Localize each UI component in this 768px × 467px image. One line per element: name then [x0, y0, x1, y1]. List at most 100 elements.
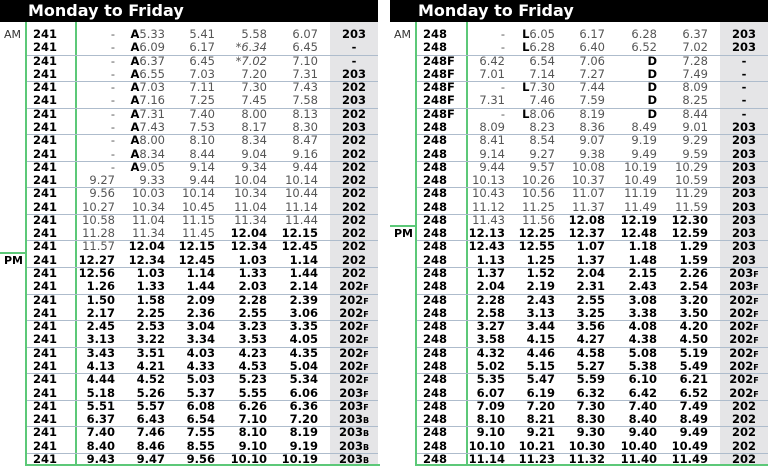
time-cell: 12.25 [518, 226, 555, 241]
row-separator [417, 426, 768, 428]
time-cell: 2.45 [86, 319, 115, 334]
timetable-route-241: Monday to Friday AM PM 241 - A5.33 5.41 5.58… [0, 0, 380, 466]
time-cell: 9.49 [679, 425, 708, 440]
time-cell: 11.56 [522, 212, 555, 227]
connection-route: 203 [731, 239, 756, 254]
number: 203 [729, 279, 754, 294]
time-cell: 9.19 [289, 438, 318, 453]
time-cell: 9.44 [292, 159, 318, 174]
time-cell: D [647, 106, 657, 121]
am-label: AM [4, 28, 22, 41]
route-number: 248 [423, 252, 448, 267]
route-number: 248 [423, 199, 448, 214]
route-number: 241 [33, 398, 58, 413]
time-cell: 5.15 [526, 359, 555, 373]
time-cell: 11.49 [671, 451, 708, 466]
connection-route: 203 [731, 27, 756, 41]
time-cell: 9.43 [86, 451, 115, 466]
table-row: 241 6.37 6.43 6.54 7.10 7.20 203B [0, 413, 380, 426]
table-row: 248 10.10 10.21 10.30 10.40 10.49 202 [390, 438, 768, 453]
time-cell: 5.03 [186, 372, 215, 387]
suffix-letter: F [753, 296, 759, 306]
route-number: 248 [423, 438, 448, 453]
time-cell: D [647, 66, 657, 81]
number: 202 [729, 332, 754, 347]
time-cell: - [110, 133, 115, 148]
route-number: 248F [423, 66, 455, 81]
row-separator [27, 160, 378, 162]
time-cell: 10.26 [522, 173, 555, 188]
table-row: 241 8.40 8.46 8.55 9.10 9.19 203B [0, 438, 380, 453]
time-cell: 6.08 [186, 398, 215, 413]
table-row: 248 11.14 11.23 11.32 11.40 11.49 202 [390, 451, 768, 466]
table-row: 241 9.56 10.03 10.14 10.34 10.44 202 [0, 187, 380, 200]
time-cell: 7.03 [189, 66, 215, 81]
row-separator [417, 373, 768, 375]
row-separator [27, 293, 378, 295]
connection-route: 203F [330, 386, 378, 401]
time-cell: 2.43 [526, 292, 555, 307]
table-row: 241- A6.37 6.45 *7.02 7.10- [0, 53, 380, 68]
time-cell: 4.13 [86, 359, 115, 373]
number: 202 [339, 305, 364, 320]
time-cell: 11.15 [182, 212, 215, 227]
table-row: 241 9.43 9.47 9.56 10.10 10.19 203B [0, 451, 380, 466]
suffix-letter: B [362, 429, 370, 439]
time-cell: 7.46 [136, 425, 165, 440]
time-cell: 6.06 [289, 385, 318, 400]
time-cell: 4.50 [679, 332, 708, 347]
time-cell: 6.28 [631, 27, 657, 41]
time-cell: 5.02 [476, 359, 505, 373]
time-cell: 7.55 [186, 425, 215, 440]
number: 202 [729, 385, 754, 400]
row-separator [417, 213, 768, 215]
number: 202 [729, 305, 754, 320]
time-cell: 11.44 [285, 212, 318, 227]
time-cell: 9.21 [526, 425, 555, 440]
number: 203 [729, 266, 754, 281]
time-cell: 10.59 [675, 173, 708, 188]
time-cell: 4.58 [576, 345, 605, 360]
route-number: 241 [33, 239, 58, 254]
time-cell: 10.10 [468, 438, 505, 453]
time-cell: A7.16 [130, 93, 165, 108]
connection-route: 202F [330, 360, 378, 374]
time-cell: 9.44 [189, 173, 215, 188]
row-separator [27, 213, 378, 215]
row-separator [417, 293, 768, 295]
time-cell: 8.21 [526, 412, 555, 427]
connection-route: 202F [330, 305, 378, 321]
number: 202 [339, 279, 364, 294]
time-cell: 4.23 [238, 345, 267, 360]
number: 203 [338, 438, 363, 453]
time-cell: 4.05 [289, 332, 318, 347]
time-cell: 1.58 [136, 292, 165, 307]
connection-route: - [741, 53, 747, 68]
time-cell: - [110, 146, 115, 161]
pm-divider [0, 251, 25, 254]
time-cell: 12.13 [468, 226, 505, 241]
route-number: 248 [423, 359, 448, 373]
time-cell: 9.19 [631, 133, 657, 148]
connection-route: 203 [341, 66, 366, 81]
time-cell: 4.08 [628, 319, 657, 334]
route-number: 241 [33, 159, 58, 174]
table-row: 241 - A7.43 7.53 8.17 8.30 203 [0, 119, 380, 134]
connection-route: 203 [341, 119, 366, 134]
connection-column [720, 22, 768, 466]
time-cell: 8.36 [579, 119, 605, 134]
time-cell: 1.03 [136, 266, 165, 281]
time-cell: 2.14 [289, 279, 318, 294]
time-cell: 7.31 [479, 93, 505, 108]
time-cell: 1.14 [289, 252, 318, 267]
time-cell: 1.44 [289, 266, 318, 281]
time-cell: 3.13 [86, 332, 115, 347]
time-cell: A6.37 [130, 53, 165, 68]
route-number: 248 [423, 332, 448, 347]
route-number: 241 [33, 385, 58, 400]
connection-route: 202 [731, 398, 756, 413]
route-number: 241 [33, 93, 58, 108]
time-cell: 6.54 [529, 53, 555, 68]
row-separator [27, 54, 378, 56]
connection-route: 202 [341, 186, 366, 201]
